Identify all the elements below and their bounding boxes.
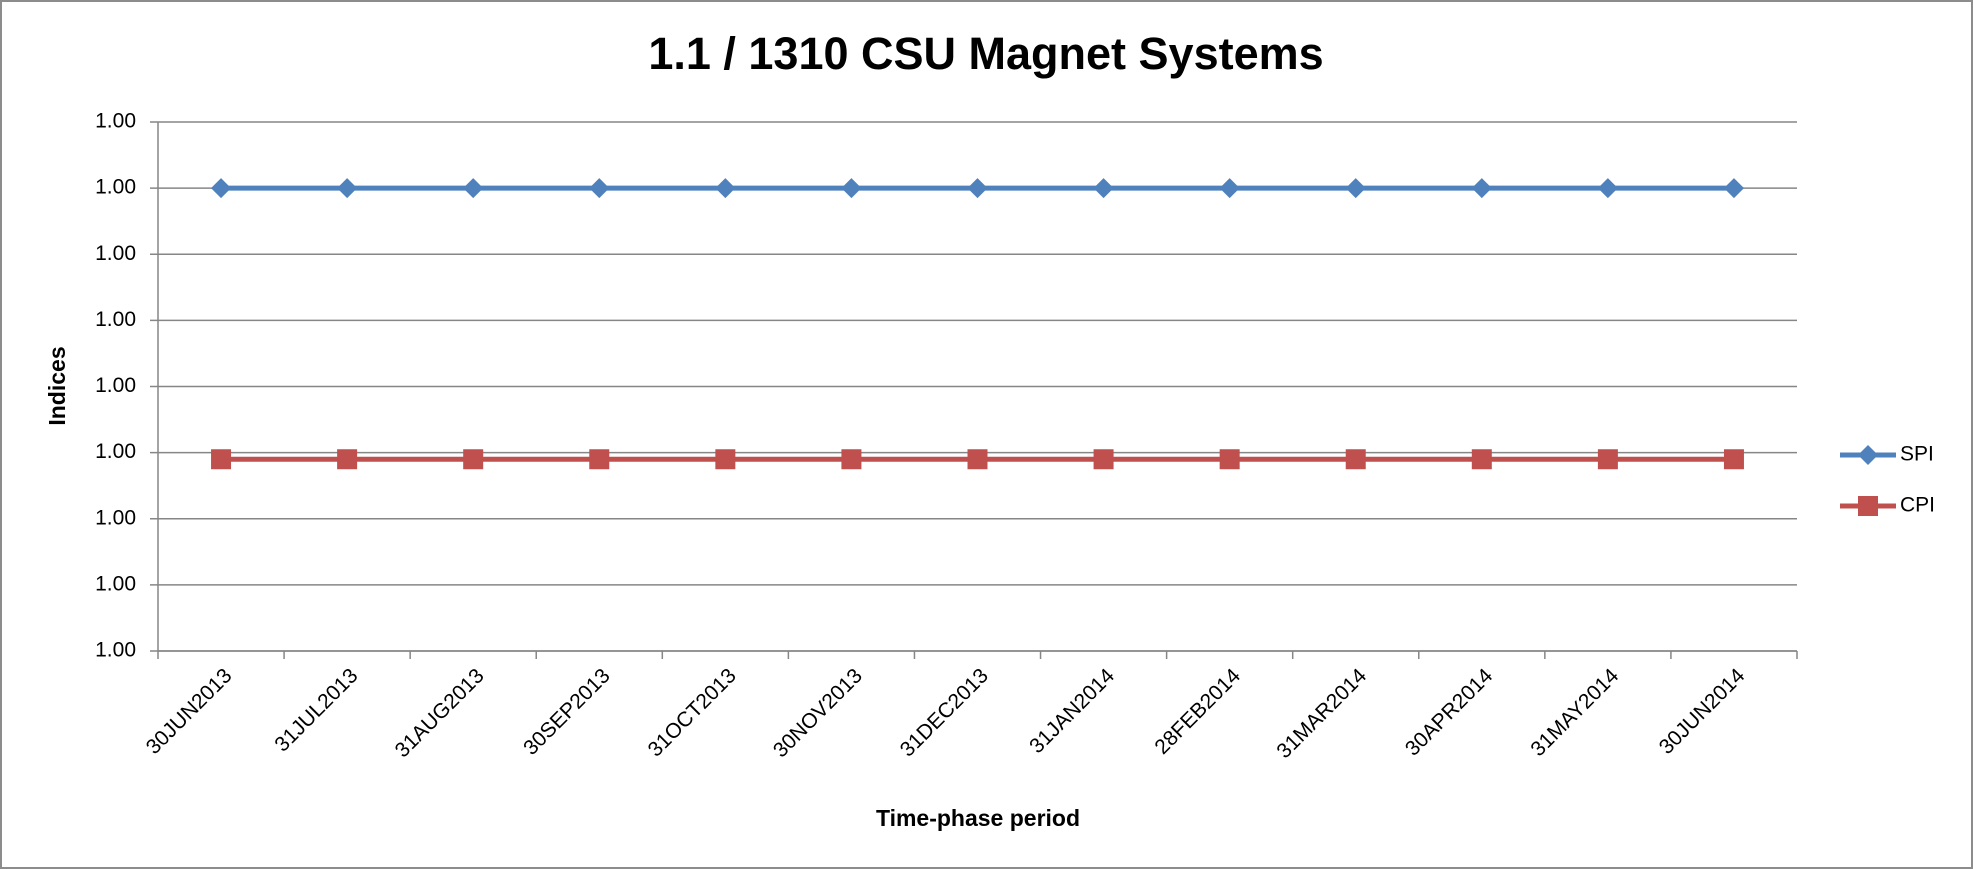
y-tick-label: 1.00 [95, 110, 136, 133]
y-tick-label: 1.00 [95, 506, 136, 529]
data-point [589, 178, 610, 199]
data-point [967, 178, 988, 199]
y-tick-label: 1.00 [95, 572, 136, 595]
legend-marker [1858, 445, 1878, 465]
legend-label: CPI [1900, 494, 1935, 517]
data-point [1345, 178, 1366, 199]
y-tick-label: 1.00 [95, 242, 136, 265]
data-point [1345, 449, 1366, 470]
data-point [1471, 178, 1492, 199]
data-point [211, 449, 232, 470]
data-point [1219, 178, 1240, 199]
data-point [1471, 449, 1492, 470]
data-point [337, 178, 358, 199]
x-axis-label: Time-phase period [876, 805, 1080, 831]
data-point [841, 178, 862, 199]
data-point [463, 449, 484, 470]
data-point [1093, 449, 1114, 470]
data-point [715, 178, 736, 199]
data-point [1723, 178, 1744, 199]
legend-label: SPI [1900, 443, 1934, 466]
y-tick-label: 1.00 [95, 440, 136, 463]
data-point [463, 178, 484, 199]
data-point [589, 449, 610, 470]
data-point [211, 178, 232, 199]
y-tick-label: 1.00 [95, 639, 136, 662]
y-tick-label: 1.00 [95, 374, 136, 397]
data-point [1093, 178, 1114, 199]
data-point [967, 449, 988, 470]
data-point [337, 449, 358, 470]
y-tick-label: 1.00 [95, 176, 136, 199]
data-point [841, 449, 862, 470]
y-axis-label: Indices [44, 346, 70, 425]
data-point [1723, 449, 1744, 470]
legend-marker [1858, 496, 1878, 516]
data-point [1597, 449, 1618, 470]
chart-title: 1.1 / 1310 CSU Magnet Systems [648, 28, 1323, 79]
y-tick-label: 1.00 [95, 308, 136, 331]
data-point [1597, 178, 1618, 199]
data-point [715, 449, 736, 470]
data-point [1219, 449, 1240, 470]
